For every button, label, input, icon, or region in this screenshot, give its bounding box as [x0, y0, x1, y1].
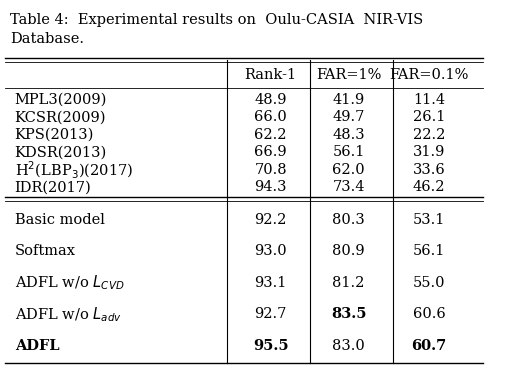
Text: 48.9: 48.9	[254, 93, 287, 107]
Text: IDR(2017): IDR(2017)	[15, 180, 91, 194]
Text: 49.7: 49.7	[332, 110, 365, 124]
Text: 31.9: 31.9	[413, 146, 445, 159]
Text: 62.0: 62.0	[332, 163, 365, 177]
Text: 66.9: 66.9	[254, 146, 287, 159]
Text: Basic model: Basic model	[15, 212, 104, 227]
Text: 83.5: 83.5	[331, 307, 367, 321]
Text: 60.7: 60.7	[412, 339, 447, 353]
Text: 80.9: 80.9	[332, 244, 365, 258]
Text: 95.5: 95.5	[253, 339, 288, 353]
Text: FAR=1%: FAR=1%	[316, 68, 381, 82]
Text: H$^2$(LBP$_3$)(2017): H$^2$(LBP$_3$)(2017)	[15, 159, 133, 180]
Text: 46.2: 46.2	[413, 180, 445, 194]
Text: ADFL: ADFL	[15, 339, 59, 353]
Text: 55.0: 55.0	[413, 276, 445, 290]
Text: 33.6: 33.6	[413, 163, 445, 177]
Text: 92.2: 92.2	[254, 212, 287, 227]
Text: Softmax: Softmax	[15, 244, 76, 258]
Text: KPS(2013): KPS(2013)	[15, 128, 94, 142]
Text: 70.8: 70.8	[254, 163, 287, 177]
Text: 92.7: 92.7	[254, 307, 287, 321]
Text: MPL3(2009): MPL3(2009)	[15, 93, 107, 107]
Text: 94.3: 94.3	[254, 180, 287, 194]
Text: KCSR(2009): KCSR(2009)	[15, 110, 106, 124]
Text: 41.9: 41.9	[332, 93, 365, 107]
Text: Rank-1: Rank-1	[245, 68, 296, 82]
Text: 26.1: 26.1	[413, 110, 445, 124]
Text: 48.3: 48.3	[332, 128, 365, 142]
Text: 11.4: 11.4	[413, 93, 445, 107]
Text: 53.1: 53.1	[413, 212, 445, 227]
Text: 73.4: 73.4	[332, 180, 365, 194]
Text: 60.6: 60.6	[413, 307, 445, 321]
Text: 66.0: 66.0	[254, 110, 287, 124]
Text: 83.0: 83.0	[332, 339, 365, 353]
Text: ADFL w/o $L_{adv}$: ADFL w/o $L_{adv}$	[15, 305, 121, 324]
Text: FAR=0.1%: FAR=0.1%	[390, 68, 469, 82]
Text: KDSR(2013): KDSR(2013)	[15, 146, 107, 159]
Text: 81.2: 81.2	[332, 276, 365, 290]
Text: ADFL w/o $L_{CVD}$: ADFL w/o $L_{CVD}$	[15, 273, 124, 292]
Text: 56.1: 56.1	[332, 146, 365, 159]
Text: 93.1: 93.1	[254, 276, 287, 290]
Text: 56.1: 56.1	[413, 244, 445, 258]
Text: Table 4:  Experimental results on  Oulu-CASIA  NIR-VIS
Database.: Table 4: Experimental results on Oulu-CA…	[10, 13, 423, 45]
Text: 62.2: 62.2	[254, 128, 287, 142]
Text: 80.3: 80.3	[332, 212, 365, 227]
Text: 22.2: 22.2	[413, 128, 445, 142]
Text: 93.0: 93.0	[254, 244, 287, 258]
